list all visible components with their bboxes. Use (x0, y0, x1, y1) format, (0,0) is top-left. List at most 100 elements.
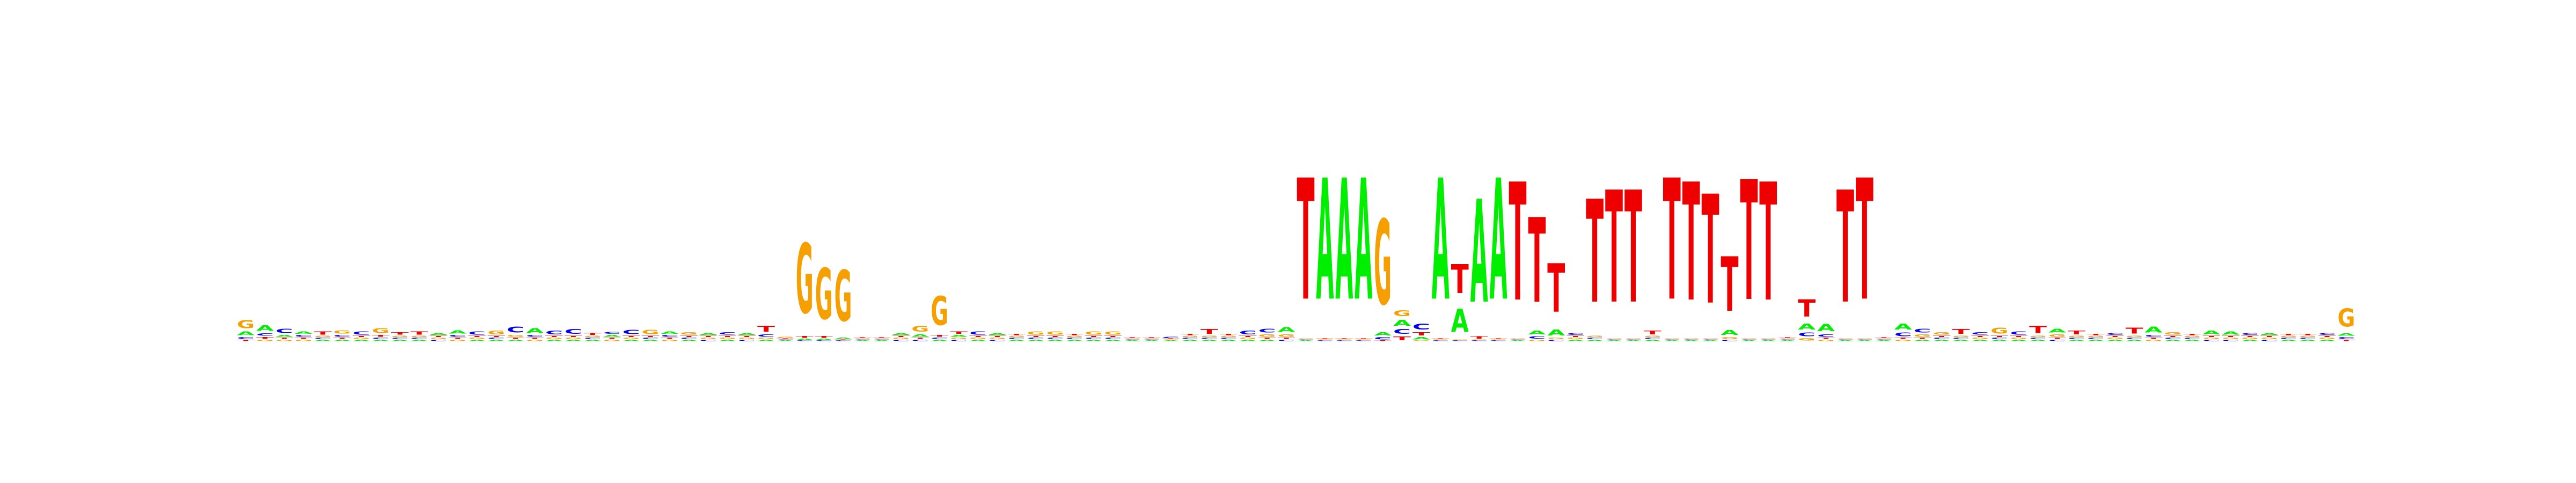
logo-letter-C: C (256, 333, 274, 336)
logo-letter-C: C (1374, 336, 1392, 340)
logo-letter-T: T (719, 335, 737, 338)
logo-letter-T: T (2260, 335, 2279, 338)
logo-letter-T: T (1914, 338, 1932, 340)
logo-letter-C: C (699, 339, 717, 341)
logo-letter-T: T (1894, 338, 1913, 340)
logo-letter-T: T (487, 335, 506, 338)
logo-letter-T: T (680, 335, 698, 338)
logo-letter-C: C (738, 339, 756, 341)
logo-letter-T: T (1567, 335, 1585, 338)
logo-letter-G: G (2106, 338, 2124, 340)
logo-letter-G: G (1509, 339, 1526, 340)
logo-letter-T: T (1624, 159, 1642, 338)
logo-letter-C: C (1008, 338, 1026, 340)
logo-letter-T: T (295, 338, 313, 340)
logo-letter-T: T (314, 331, 332, 335)
logo-letter-T: T (1933, 335, 1951, 338)
logo-letter-C: C (2280, 338, 2297, 340)
logo-letter-C: C (2202, 339, 2220, 341)
logo-letter-C: C (1740, 339, 1758, 340)
logo-letter-G: G (1008, 335, 1026, 338)
logo-letter-G: G (391, 335, 409, 338)
logo-letter-T: T (391, 332, 409, 335)
logo-letter-A: A (1451, 303, 1469, 340)
logo-letter-A: A (603, 335, 621, 338)
logo-letter-A: A (1046, 339, 1065, 341)
logo-letter-T: T (1066, 334, 1084, 336)
logo-letter-T: T (1335, 339, 1353, 340)
logo-letter-G: G (1836, 339, 1854, 340)
logo-letter-A: A (1085, 339, 1103, 341)
logo-letter-C: C (391, 338, 409, 340)
logo-letter-T: T (237, 339, 255, 341)
logo-letter-G: G (873, 339, 890, 340)
logo-letter-A: A (1894, 322, 1912, 332)
logo-letter-T: T (565, 335, 583, 338)
logo-letter-T: T (2299, 334, 2317, 336)
logo-letter-A: A (1143, 340, 1161, 341)
logo-letter-G: G (699, 338, 717, 340)
logo-letter-G: G (911, 324, 929, 334)
logo-letter-C: C (2299, 338, 2317, 340)
logo-letter-T: T (1740, 146, 1758, 338)
logo-letter-G: G (2318, 338, 2336, 340)
logo-letter-G: G (2260, 338, 2278, 340)
logo-letter-T: T (1798, 295, 1816, 322)
logo-letter-C: C (545, 330, 563, 335)
logo-letter-C: C (1586, 338, 1604, 340)
logo-letter-G: G (1297, 339, 1314, 340)
logo-letter-G: G (1721, 336, 1738, 340)
logo-letter-C: C (1567, 333, 1584, 336)
logo-letter-A: A (1952, 339, 1970, 341)
logo-letter-A: A (1567, 339, 1585, 341)
logo-letter-T: T (1220, 334, 1238, 336)
logo-letter-G: G (738, 338, 756, 340)
logo-letter-G: G (449, 339, 466, 341)
logo-letter-A: A (1624, 340, 1643, 341)
logo-letter-T: T (1509, 149, 1526, 338)
logo-letter-C: C (1316, 340, 1334, 341)
logo-letter-C: C (873, 339, 890, 340)
logo-letter-T: T (2164, 335, 2182, 338)
logo-letter-G: G (314, 335, 332, 338)
logo-stacks: TCAGGTCAGTACGTCAACGTATCGAGTCACTGACGTACGT… (237, 145, 2355, 341)
logo-letter-G: G (1316, 339, 1334, 340)
logo-letter-C: C (1335, 340, 1353, 341)
logo-letter-G: G (2299, 335, 2317, 338)
logo-letter-G: G (796, 224, 814, 335)
logo-letter-T: T (1470, 335, 1489, 339)
logo-letter-T: T (1181, 334, 1199, 336)
logo-letter-A: A (1490, 145, 1507, 339)
logo-letter-G: G (2280, 335, 2297, 338)
logo-letter-T: T (777, 339, 795, 340)
logo-letter-A: A (1393, 318, 1411, 327)
logo-letter-A: A (584, 339, 602, 341)
logo-letter-T: T (950, 331, 968, 334)
